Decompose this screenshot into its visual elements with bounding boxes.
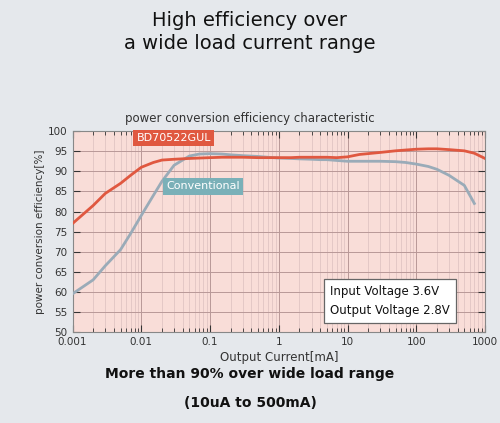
Text: power conversion efficiency characteristic: power conversion efficiency characterist… bbox=[125, 112, 375, 125]
Text: More than 90% over wide load range: More than 90% over wide load range bbox=[106, 367, 395, 382]
X-axis label: Output Current[mA]: Output Current[mA] bbox=[220, 351, 338, 364]
Text: Input Voltage 3.6V
Output Voltage 2.8V: Input Voltage 3.6V Output Voltage 2.8V bbox=[330, 285, 450, 317]
Text: Conventional: Conventional bbox=[166, 181, 240, 191]
Text: High efficiency over
a wide load current range: High efficiency over a wide load current… bbox=[124, 11, 376, 53]
Text: (10uA to 500mA): (10uA to 500mA) bbox=[184, 396, 316, 410]
Y-axis label: power conversion efficiency[%]: power conversion efficiency[%] bbox=[35, 149, 45, 314]
Text: BD70522GUL: BD70522GUL bbox=[136, 133, 211, 143]
